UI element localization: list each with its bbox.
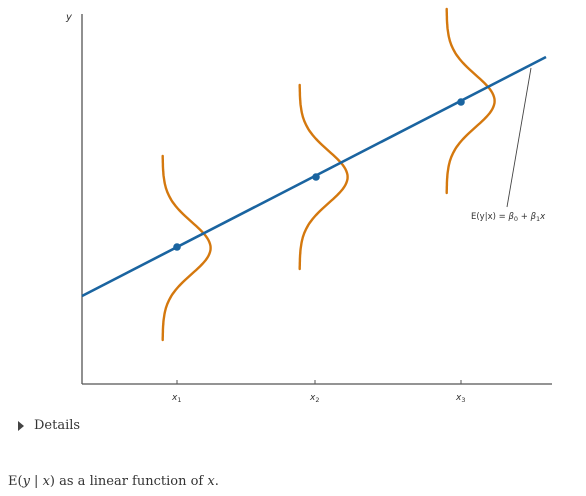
details-toggle[interactable]: Details xyxy=(18,418,80,433)
equation-leader-line xyxy=(506,67,532,208)
mean-point-3 xyxy=(457,98,465,106)
figure-caption: E(y | x) as a linear function of x. xyxy=(8,474,219,489)
x-tick-label-2: x2 xyxy=(309,393,319,404)
mean-point-2 xyxy=(312,173,320,181)
distribution-curve-1 xyxy=(161,154,212,342)
distribution-curve-2 xyxy=(298,83,349,271)
distribution-curve-3 xyxy=(445,7,496,195)
mean-point-1 xyxy=(173,243,181,251)
x-tick-label-1: x1 xyxy=(171,393,181,404)
details-label: Details xyxy=(34,418,81,433)
triangle-right-icon xyxy=(18,420,24,431)
y-axis-label: y xyxy=(65,12,73,23)
regression-equation: E(y|x) = β0 + β1x xyxy=(471,212,546,223)
regression-figure: y x1 x2 x3 E(y|x) = β0 + β1x xyxy=(65,7,552,404)
x-tick-label-3: x3 xyxy=(455,393,465,404)
